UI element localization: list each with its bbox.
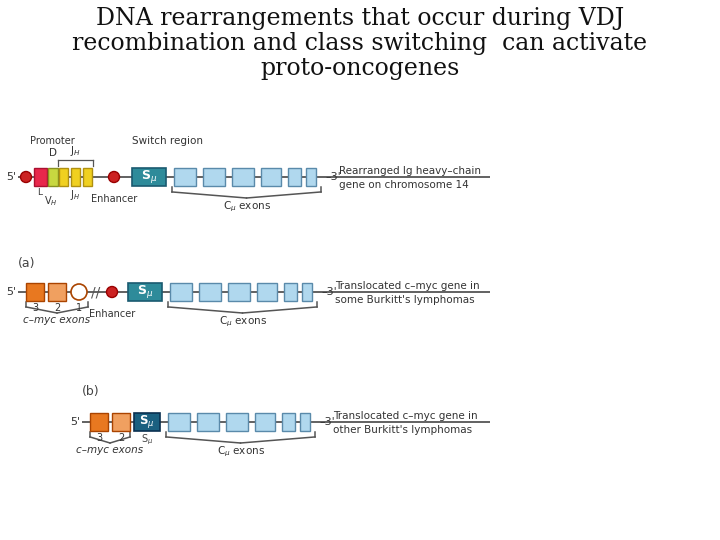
Bar xyxy=(174,168,196,186)
Circle shape xyxy=(71,284,87,300)
Bar xyxy=(302,283,312,301)
Bar xyxy=(34,168,47,186)
Text: S$_\mu$: S$_\mu$ xyxy=(141,168,157,186)
Text: //: // xyxy=(91,285,101,299)
Text: 2: 2 xyxy=(118,433,124,443)
Text: S$_\mu$: S$_\mu$ xyxy=(141,433,153,448)
Text: proto-oncogenes: proto-oncogenes xyxy=(261,57,459,80)
Bar xyxy=(128,283,162,301)
Bar xyxy=(232,168,254,186)
Text: recombination and class switching  can activate: recombination and class switching can ac… xyxy=(73,32,647,55)
Bar xyxy=(257,283,277,301)
Text: 3: 3 xyxy=(32,303,38,313)
Bar xyxy=(59,168,68,186)
Text: S$_\mu$: S$_\mu$ xyxy=(139,414,155,430)
Text: Enhancer: Enhancer xyxy=(91,194,137,204)
Text: C$_\mu$ exons: C$_\mu$ exons xyxy=(222,200,271,214)
Bar xyxy=(199,283,221,301)
Circle shape xyxy=(20,172,32,183)
Bar xyxy=(168,413,190,431)
Bar xyxy=(112,413,130,431)
Text: c–myc exons: c–myc exons xyxy=(76,445,143,455)
Text: 5': 5' xyxy=(6,287,16,297)
Bar xyxy=(228,283,250,301)
Text: V$_H$: V$_H$ xyxy=(44,194,58,208)
Bar xyxy=(261,168,281,186)
Text: –3': –3' xyxy=(319,417,335,427)
Text: DNA rearrangements that occur during VDJ: DNA rearrangements that occur during VDJ xyxy=(96,7,624,30)
Text: 3: 3 xyxy=(96,433,102,443)
Text: gene on chromosome 14: gene on chromosome 14 xyxy=(339,180,469,190)
Text: –3': –3' xyxy=(325,172,341,182)
Text: (a): (a) xyxy=(18,258,35,271)
Text: Promoter: Promoter xyxy=(30,136,75,146)
Text: 2: 2 xyxy=(54,303,60,313)
Text: C$_\mu$ exons: C$_\mu$ exons xyxy=(218,315,266,329)
Circle shape xyxy=(109,172,120,183)
Text: Translocated c–myc gene in: Translocated c–myc gene in xyxy=(335,281,480,291)
Bar xyxy=(48,168,58,186)
Text: 5': 5' xyxy=(6,172,16,182)
Text: (b): (b) xyxy=(82,386,99,399)
Bar xyxy=(226,413,248,431)
Bar xyxy=(170,283,192,301)
Text: D: D xyxy=(49,148,57,158)
Text: Rearranged Ig heavy–chain: Rearranged Ig heavy–chain xyxy=(339,166,481,176)
Bar xyxy=(203,168,225,186)
Text: Switch region: Switch region xyxy=(132,136,203,146)
Bar xyxy=(83,168,92,186)
Bar xyxy=(300,413,310,431)
Bar xyxy=(197,413,219,431)
Bar xyxy=(90,413,108,431)
Text: Enhancer: Enhancer xyxy=(89,309,135,319)
Bar xyxy=(134,413,160,431)
Bar xyxy=(255,413,275,431)
Text: S$_\mu$: S$_\mu$ xyxy=(137,284,153,300)
Text: –3': –3' xyxy=(321,287,337,297)
Text: c–myc exons: c–myc exons xyxy=(24,315,91,325)
Bar xyxy=(282,413,295,431)
Text: 1: 1 xyxy=(76,303,82,313)
Bar xyxy=(288,168,301,186)
Text: J$_H$: J$_H$ xyxy=(70,144,81,158)
Bar xyxy=(306,168,316,186)
Text: some Burkitt's lymphomas: some Burkitt's lymphomas xyxy=(335,295,474,305)
Bar xyxy=(26,283,44,301)
Text: L: L xyxy=(37,188,42,197)
Text: 5': 5' xyxy=(70,417,80,427)
Circle shape xyxy=(107,287,117,298)
Text: C$_\mu$ exons: C$_\mu$ exons xyxy=(217,445,264,460)
Text: J$_H$: J$_H$ xyxy=(71,188,81,202)
Bar xyxy=(132,168,166,186)
Bar xyxy=(71,168,80,186)
Bar xyxy=(48,283,66,301)
Bar xyxy=(284,283,297,301)
Text: other Burkitt's lymphomas: other Burkitt's lymphomas xyxy=(333,425,472,435)
Text: Translocated c–myc gene in: Translocated c–myc gene in xyxy=(333,411,477,421)
